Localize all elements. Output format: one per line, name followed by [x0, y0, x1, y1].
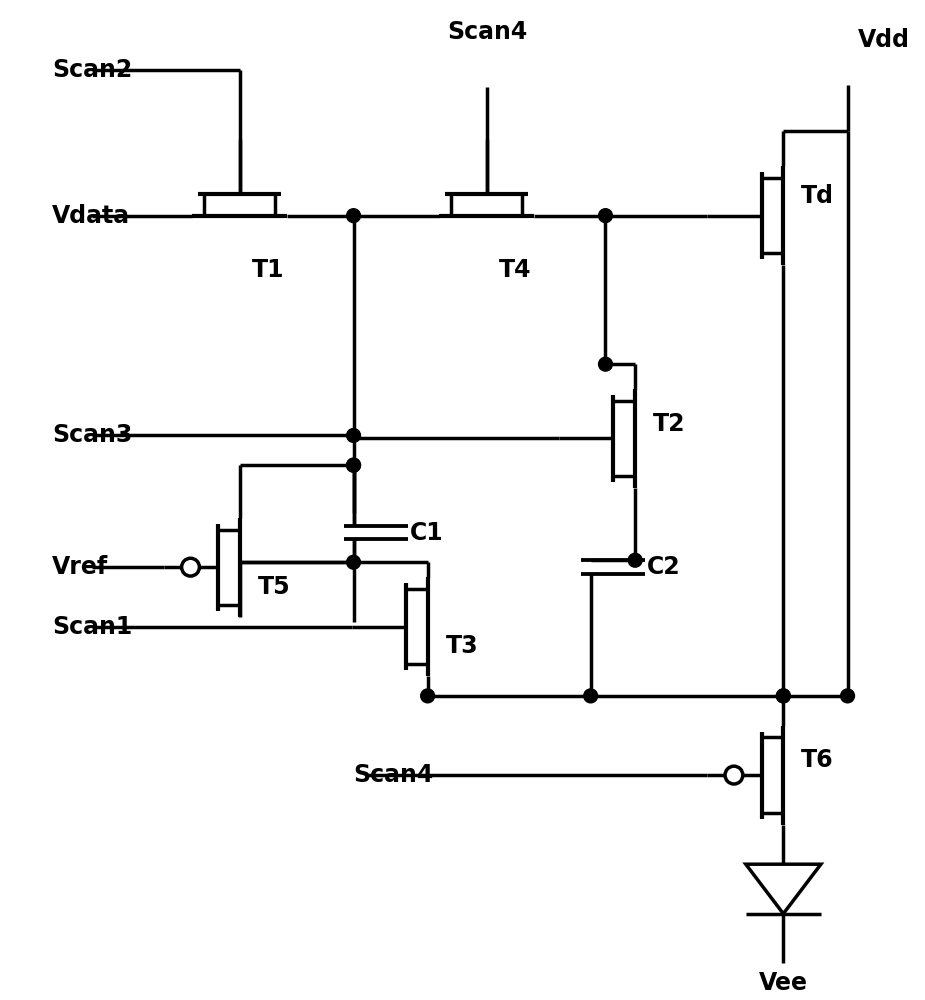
Text: Scan2: Scan2 — [52, 58, 132, 82]
Text: Scan4: Scan4 — [353, 763, 434, 787]
Text: Vref: Vref — [52, 555, 108, 579]
Text: Td: Td — [801, 184, 834, 208]
Circle shape — [725, 766, 743, 784]
Text: Vdd: Vdd — [857, 28, 909, 52]
Circle shape — [628, 553, 642, 567]
Circle shape — [776, 689, 790, 703]
Circle shape — [347, 458, 361, 472]
Circle shape — [776, 689, 790, 703]
Circle shape — [347, 458, 361, 472]
Text: Scan3: Scan3 — [52, 423, 132, 447]
Text: T4: T4 — [499, 258, 531, 282]
Circle shape — [347, 209, 361, 223]
Text: Vee: Vee — [758, 971, 808, 995]
Circle shape — [347, 429, 361, 442]
Text: Scan1: Scan1 — [52, 615, 132, 639]
Text: T5: T5 — [258, 575, 290, 599]
Circle shape — [347, 555, 361, 569]
Circle shape — [421, 689, 435, 703]
Text: C1: C1 — [410, 521, 443, 545]
Circle shape — [584, 689, 598, 703]
Text: Scan4: Scan4 — [447, 20, 527, 44]
Circle shape — [181, 558, 200, 576]
Text: T3: T3 — [446, 634, 478, 658]
Text: Vdata: Vdata — [52, 204, 130, 228]
Text: T1: T1 — [252, 258, 284, 282]
Circle shape — [598, 209, 612, 223]
Circle shape — [841, 689, 855, 703]
Text: T2: T2 — [653, 412, 685, 436]
Circle shape — [598, 357, 612, 371]
Text: T6: T6 — [801, 748, 833, 772]
Text: C2: C2 — [647, 555, 681, 579]
